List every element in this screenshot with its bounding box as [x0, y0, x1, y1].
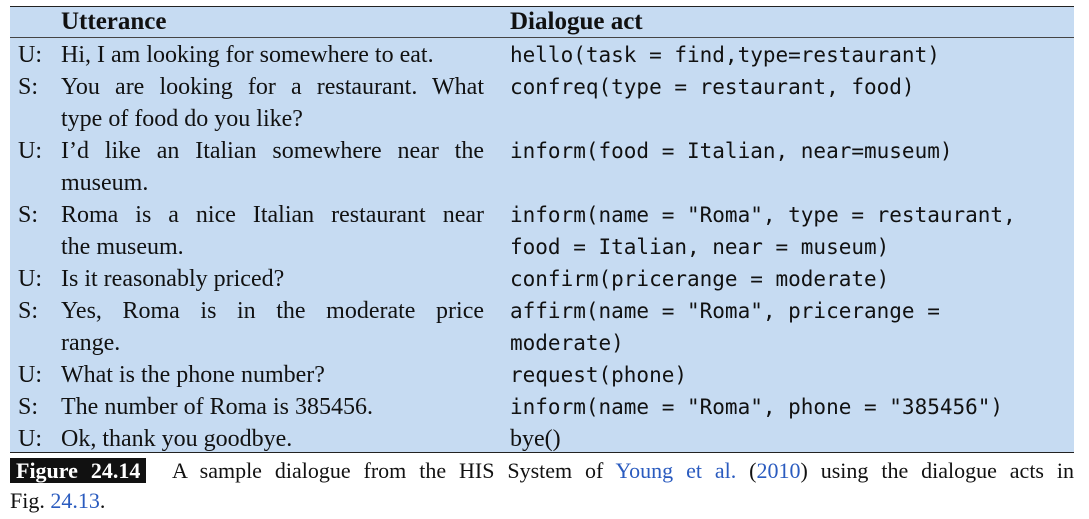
speaker-label: S:	[18, 74, 39, 100]
table-row-line: the museum. food = Italian, near = museum…	[10, 231, 1074, 263]
table-row-line: U: Ok, thank you goodbye. bye()	[10, 423, 1074, 455]
table-row-line: museum.	[10, 167, 1074, 199]
utterance-text: What is the phone number?	[61, 362, 325, 388]
dialogue-act-text: moderate)	[510, 331, 624, 355]
caption-text: A sample dialogue from the HIS System of	[172, 458, 604, 483]
table-row-line: U: Hi, I am looking for somewhere to eat.…	[10, 39, 1074, 71]
speaker-label: U:	[18, 42, 42, 68]
dialogue-table: Utterance Dialogue act U: Hi, I am lookin…	[10, 6, 1074, 453]
dialogue-act-text: bye()	[510, 426, 561, 452]
header-dialogue-act: Dialogue act	[510, 8, 643, 35]
utterance-text: You are looking for a restaurant. What	[61, 74, 484, 100]
table-row-line: S: You are looking for a restaurant. What…	[10, 71, 1074, 103]
figure-ref-prefix: Fig.	[10, 488, 45, 513]
dialogue-act-text: affirm(name = "Roma", pricerange =	[510, 299, 940, 323]
utterance-text: museum.	[61, 170, 149, 196]
dialogue-act-text: food = Italian, near = museum)	[510, 235, 890, 259]
utterance-text: Ok, thank you goodbye.	[61, 426, 293, 452]
table-row-line: type of food do you like?	[10, 103, 1074, 135]
utterance-text: I’d like an Italian somewhere near the	[61, 138, 484, 164]
utterance-text: Is it reasonably priced?	[61, 266, 285, 292]
table-row-line: range. moderate)	[10, 327, 1074, 359]
citation-year-link[interactable]: 2010	[756, 458, 801, 483]
caption-text-continued: using the dialogue acts in	[820, 458, 1075, 483]
dialogue-act-text: inform(name = "Roma", phone = "385456")	[510, 395, 1004, 419]
header-divider	[10, 37, 1074, 38]
speaker-label: S:	[18, 394, 39, 420]
speaker-label: U:	[18, 266, 42, 292]
dialogue-act-text: request(phone)	[510, 363, 688, 387]
dialogue-act-text: inform(name = "Roma", type = restaurant,	[510, 203, 1016, 227]
speaker-label: U:	[18, 426, 42, 452]
utterance-text: Hi, I am looking for somewhere to eat.	[61, 42, 434, 68]
utterance-text: type of food do you like?	[61, 106, 303, 132]
speaker-label: U:	[18, 362, 42, 388]
speaker-label: S:	[18, 298, 39, 324]
speaker-label: S:	[18, 202, 39, 228]
dialogue-act-text: confirm(pricerange = moderate)	[510, 267, 890, 291]
dialogue-act-text: confreq(type = restaurant, food)	[510, 75, 915, 99]
utterance-text: Roma is a nice Italian restaurant near	[61, 202, 484, 228]
table-row-line: S: Roma is a nice Italian restaurant near…	[10, 199, 1074, 231]
figure-caption: Figure 24.14 A sample dialogue from the …	[10, 456, 1074, 516]
dialogue-act-text: hello(task = find,type=restaurant)	[510, 43, 940, 67]
header-utterance: Utterance	[61, 8, 167, 35]
utterance-text: range.	[61, 330, 121, 356]
table-row-line: U: What is the phone number? request(phone…	[10, 359, 1074, 391]
table-row-line: U: I’d like an Italian somewhere near the…	[10, 135, 1074, 167]
table-row-line: U: Is it reasonably priced? confirm(pricer…	[10, 263, 1074, 295]
caption-line-2: Fig. 24.13.	[10, 486, 1074, 516]
caption-line-1: Figure 24.14 A sample dialogue from the …	[10, 456, 1074, 486]
table-row-line: S: The number of Roma is 385456. inform(na…	[10, 391, 1074, 423]
utterance-text: Yes, Roma is in the moderate price	[61, 298, 484, 324]
utterance-text: The number of Roma is 385456.	[61, 394, 373, 420]
speaker-label: U:	[18, 138, 42, 164]
dialogue-act-text: inform(food = Italian, near=museum)	[510, 139, 953, 163]
figure-ref-link[interactable]: 24.13	[50, 488, 100, 513]
table-row-line: S: Yes, Roma is in the moderate price affi…	[10, 295, 1074, 327]
figure-label: Figure 24.14	[10, 458, 147, 483]
citation-author-link[interactable]: Young et al.	[615, 458, 737, 483]
caption-period: .	[99, 488, 106, 513]
utterance-text: the museum.	[61, 234, 184, 260]
